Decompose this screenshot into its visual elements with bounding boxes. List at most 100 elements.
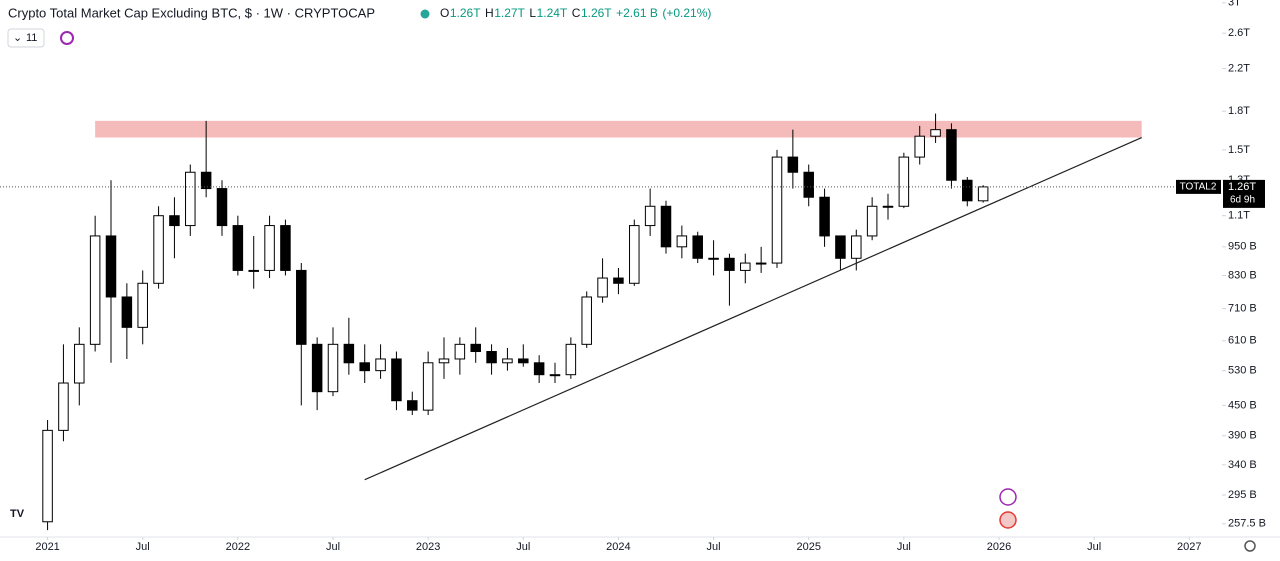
x-tick-label: 2024	[606, 541, 630, 553]
y-tick-label: 2.2T	[1228, 63, 1250, 75]
candle-body	[771, 156, 783, 264]
candle-body	[121, 296, 133, 328]
x-tick-label: 2023	[416, 541, 440, 553]
candle-body	[216, 188, 228, 227]
x-tick-label: Jul	[326, 541, 340, 553]
candle-body	[89, 235, 101, 345]
y-tick-label: 950 B	[1228, 241, 1257, 253]
y-tick-label: 1.5T	[1228, 144, 1250, 156]
y-tick-label: 530 B	[1228, 365, 1257, 377]
y-tick-label: 710 B	[1228, 303, 1257, 315]
event-icon[interactable]	[999, 488, 1017, 506]
x-tick-label: 2026	[987, 541, 1011, 553]
candle-body	[962, 179, 973, 202]
trendline	[364, 136, 1142, 481]
y-tick-label: 1.8T	[1228, 105, 1250, 117]
candle-body	[882, 205, 894, 208]
change-pct: (+0.21%)	[662, 6, 711, 20]
price-tag	[1223, 179, 1265, 208]
readout-key: C	[572, 6, 581, 20]
x-tick-label: Jul	[707, 541, 721, 553]
candle-body	[486, 351, 497, 364]
x-tick-label: Jul	[136, 541, 150, 553]
readout-value: 1.24T	[537, 6, 568, 20]
candle-body	[375, 358, 386, 372]
candle-body	[105, 235, 117, 298]
y-tick-label: 340 B	[1228, 459, 1257, 471]
y-tick-label: 450 B	[1228, 399, 1257, 411]
y-tick-label: 3T	[1228, 0, 1241, 9]
x-tick-label: 2025	[796, 541, 820, 553]
candle-body	[930, 129, 941, 137]
candle-body	[597, 277, 608, 298]
candle-body	[518, 358, 529, 364]
series-tag	[1176, 179, 1221, 194]
interval-badge[interactable]	[7, 28, 45, 48]
candle-body	[153, 215, 164, 284]
resistance-zone	[95, 120, 1142, 138]
chevron: ⌄	[13, 32, 22, 44]
readout-value: 1.27T	[494, 6, 525, 20]
readout-key: L	[529, 6, 536, 20]
price-tag-text: 1.26T	[1228, 181, 1256, 193]
candle-body	[58, 382, 69, 431]
y-tick-label: 390 B	[1228, 430, 1257, 442]
candle-body	[724, 257, 735, 271]
tv-logo[interactable]: TV	[10, 508, 25, 520]
countdown-text: 6d 9h	[1230, 195, 1255, 206]
status-dot	[420, 9, 430, 19]
candle-body	[454, 343, 466, 360]
candle-body	[248, 269, 259, 272]
chart-title: Crypto Total Market Cap Excluding BTC, $…	[8, 5, 375, 20]
candle-body	[327, 343, 339, 393]
candle-body	[581, 296, 592, 345]
candle-body	[200, 171, 212, 190]
x-tick-label: Jul	[516, 541, 530, 553]
candle-body	[851, 235, 862, 259]
x-tick-label: 2021	[35, 541, 59, 553]
y-tick-label: 1.1T	[1228, 210, 1250, 222]
x-tick-label: 2027	[1177, 541, 1201, 553]
settings-icon[interactable]	[1244, 540, 1256, 552]
candle-body	[533, 362, 545, 376]
candle-body	[232, 225, 244, 271]
readout-value: 1.26T	[581, 6, 612, 20]
y-tick-label: 2.6T	[1228, 27, 1250, 39]
candle-body	[280, 225, 291, 271]
candle-body	[660, 205, 672, 248]
y-tick-label: 610 B	[1228, 335, 1257, 347]
candle-body	[42, 429, 53, 523]
candle-body	[755, 262, 767, 265]
plot-area	[0, 113, 1221, 531]
candle-body	[407, 400, 418, 411]
candle-body	[422, 362, 434, 411]
candle-body	[169, 215, 180, 227]
candle-body	[866, 205, 878, 237]
candle-body	[74, 343, 85, 384]
series-tag-text: TOTAL2	[1180, 182, 1217, 193]
candle-body	[343, 343, 355, 364]
candle-body	[470, 343, 481, 353]
candle-body	[740, 262, 751, 271]
candle-body	[296, 269, 307, 345]
x-tick-label: 2022	[226, 541, 250, 553]
sync-icon[interactable]	[60, 31, 74, 45]
candle-body	[819, 196, 830, 237]
candle-body	[977, 186, 989, 202]
candle-body	[438, 358, 450, 364]
candle-body	[803, 171, 814, 198]
y-tick-label: 295 B	[1228, 489, 1257, 501]
candle-body	[898, 156, 910, 207]
interval-badge-text: 11	[26, 32, 37, 44]
candle-body	[565, 343, 577, 376]
candle-body	[185, 171, 196, 227]
change-value: +2.61 B	[616, 6, 658, 20]
candle-body	[549, 374, 561, 377]
candle-body	[787, 156, 799, 173]
x-tick-label: Jul	[897, 541, 911, 553]
flag-icon[interactable]	[999, 511, 1017, 529]
candle-body	[676, 235, 688, 248]
candle-body	[692, 235, 703, 259]
